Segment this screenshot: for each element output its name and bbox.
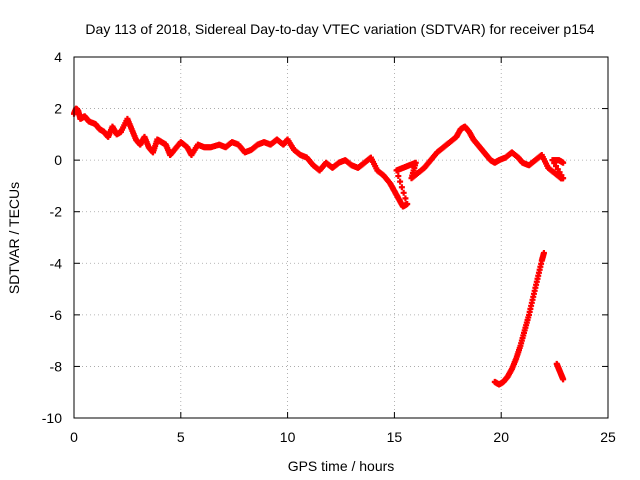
data-point [400,189,407,196]
x-tick-label: 20 [493,429,509,445]
x-tick-label: 25 [600,429,616,445]
data-point [540,249,547,256]
data-point [395,173,402,180]
y-axis-label: SDTVAR / TECUs [6,182,22,294]
axis-ticks: 0 5 10 15 20 25 -10 -8 -6 -4 -2 0 2 4 [42,49,616,445]
y-tick-label: -10 [42,410,62,426]
x-tick-label: 15 [387,429,403,445]
y-tick-label: -6 [50,307,63,323]
x-tick-label: 0 [70,429,78,445]
grid [74,57,608,418]
x-axis-label: GPS time / hours [288,458,395,474]
y-tick-label: -4 [50,255,63,271]
y-tick-label: -8 [50,358,63,374]
data-point [560,376,567,383]
y-tick-label: 2 [54,101,62,117]
data-point [397,178,404,185]
y-tick-label: 4 [54,49,62,65]
data-point [560,159,567,166]
plot-frame [73,56,609,419]
y-tick-label: -2 [50,204,63,220]
y-tick-label: 0 [54,152,62,168]
data-point [404,200,411,207]
chart-title: Day 113 of 2018, Sidereal Day-to-day VTE… [85,21,594,37]
x-tick-label: 10 [280,429,296,445]
x-tick-label: 5 [177,429,185,445]
data-point [398,184,405,191]
data-points [71,105,567,388]
data-point [402,195,409,202]
